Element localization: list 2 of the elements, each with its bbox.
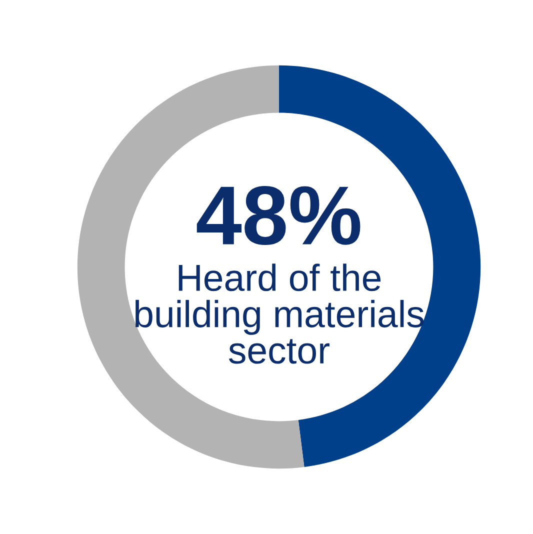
slice-label: Heard of the building materials sector bbox=[136, 264, 424, 364]
data-label: 48% bbox=[196, 186, 360, 246]
